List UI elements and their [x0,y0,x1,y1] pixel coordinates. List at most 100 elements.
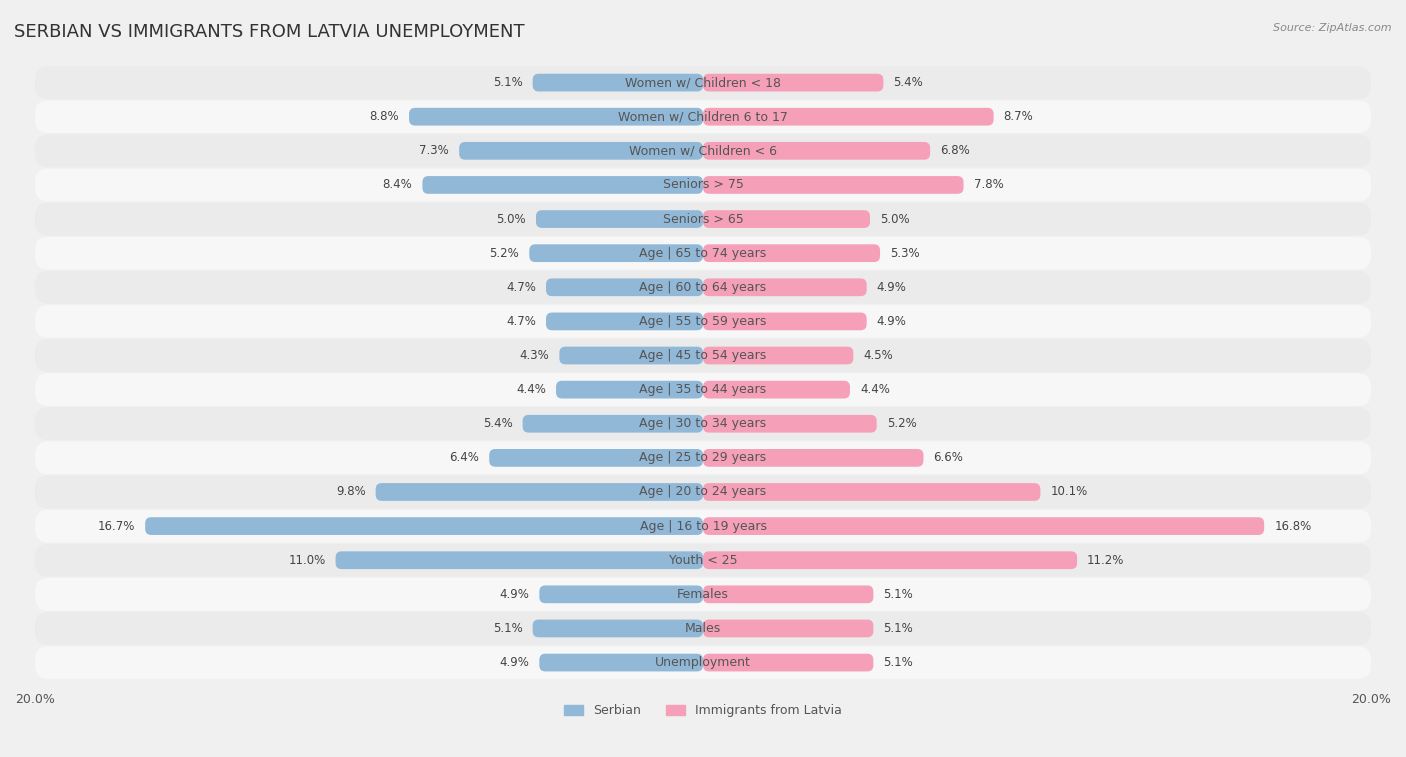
FancyBboxPatch shape [145,517,703,535]
Text: Source: ZipAtlas.com: Source: ZipAtlas.com [1274,23,1392,33]
Text: Age | 25 to 29 years: Age | 25 to 29 years [640,451,766,464]
FancyBboxPatch shape [529,245,703,262]
FancyBboxPatch shape [555,381,703,398]
Text: 7.8%: 7.8% [973,179,1004,192]
FancyBboxPatch shape [703,279,866,296]
FancyBboxPatch shape [703,449,924,467]
Text: 5.2%: 5.2% [489,247,519,260]
Text: 4.9%: 4.9% [877,315,907,328]
FancyBboxPatch shape [703,176,963,194]
Text: 5.1%: 5.1% [883,588,912,601]
Text: SERBIAN VS IMMIGRANTS FROM LATVIA UNEMPLOYMENT: SERBIAN VS IMMIGRANTS FROM LATVIA UNEMPL… [14,23,524,41]
FancyBboxPatch shape [35,373,1371,406]
Text: 5.4%: 5.4% [893,76,924,89]
Text: 8.8%: 8.8% [370,111,399,123]
Text: Females: Females [678,588,728,601]
FancyBboxPatch shape [35,101,1371,133]
FancyBboxPatch shape [489,449,703,467]
FancyBboxPatch shape [409,107,703,126]
FancyBboxPatch shape [375,483,703,501]
FancyBboxPatch shape [703,142,931,160]
Text: 5.0%: 5.0% [880,213,910,226]
FancyBboxPatch shape [703,619,873,637]
Text: 5.2%: 5.2% [887,417,917,430]
Text: Age | 30 to 34 years: Age | 30 to 34 years [640,417,766,430]
Text: 5.1%: 5.1% [883,656,912,669]
Text: 7.3%: 7.3% [419,145,449,157]
Text: 4.7%: 4.7% [506,281,536,294]
Text: Women w/ Children < 18: Women w/ Children < 18 [626,76,780,89]
FancyBboxPatch shape [703,483,1040,501]
FancyBboxPatch shape [35,203,1371,235]
Text: Unemployment: Unemployment [655,656,751,669]
FancyBboxPatch shape [35,646,1371,679]
Text: 5.1%: 5.1% [494,76,523,89]
FancyBboxPatch shape [523,415,703,432]
Text: Seniors > 65: Seniors > 65 [662,213,744,226]
Text: 5.1%: 5.1% [494,622,523,635]
FancyBboxPatch shape [35,475,1371,509]
Text: 6.4%: 6.4% [450,451,479,464]
FancyBboxPatch shape [703,585,873,603]
FancyBboxPatch shape [35,612,1371,645]
FancyBboxPatch shape [703,654,873,671]
Text: Seniors > 75: Seniors > 75 [662,179,744,192]
FancyBboxPatch shape [703,210,870,228]
Legend: Serbian, Immigrants from Latvia: Serbian, Immigrants from Latvia [560,699,846,722]
Text: 4.4%: 4.4% [516,383,546,396]
FancyBboxPatch shape [422,176,703,194]
Text: 6.6%: 6.6% [934,451,963,464]
FancyBboxPatch shape [35,135,1371,167]
Text: 4.9%: 4.9% [877,281,907,294]
Text: Women w/ Children < 6: Women w/ Children < 6 [628,145,778,157]
FancyBboxPatch shape [546,313,703,330]
FancyBboxPatch shape [703,245,880,262]
Text: Age | 45 to 54 years: Age | 45 to 54 years [640,349,766,362]
Text: 8.4%: 8.4% [382,179,412,192]
FancyBboxPatch shape [35,237,1371,269]
FancyBboxPatch shape [336,551,703,569]
Text: 5.1%: 5.1% [883,622,912,635]
Text: Age | 65 to 74 years: Age | 65 to 74 years [640,247,766,260]
FancyBboxPatch shape [703,313,866,330]
FancyBboxPatch shape [546,279,703,296]
FancyBboxPatch shape [460,142,703,160]
Text: 6.8%: 6.8% [941,145,970,157]
Text: 16.7%: 16.7% [98,519,135,533]
FancyBboxPatch shape [35,339,1371,372]
Text: Women w/ Children 6 to 17: Women w/ Children 6 to 17 [619,111,787,123]
Text: 4.4%: 4.4% [860,383,890,396]
Text: 11.0%: 11.0% [288,553,326,567]
Text: 4.7%: 4.7% [506,315,536,328]
Text: 5.3%: 5.3% [890,247,920,260]
Text: 11.2%: 11.2% [1087,553,1125,567]
FancyBboxPatch shape [35,578,1371,611]
Text: 4.9%: 4.9% [499,588,529,601]
Text: 9.8%: 9.8% [336,485,366,498]
FancyBboxPatch shape [703,73,883,92]
FancyBboxPatch shape [35,544,1371,577]
Text: Age | 55 to 59 years: Age | 55 to 59 years [640,315,766,328]
FancyBboxPatch shape [540,585,703,603]
FancyBboxPatch shape [35,441,1371,474]
Text: 16.8%: 16.8% [1274,519,1312,533]
Text: 8.7%: 8.7% [1004,111,1033,123]
Text: 5.0%: 5.0% [496,213,526,226]
Text: 4.5%: 4.5% [863,349,893,362]
Text: 4.3%: 4.3% [520,349,550,362]
FancyBboxPatch shape [533,73,703,92]
FancyBboxPatch shape [35,407,1371,440]
Text: 10.1%: 10.1% [1050,485,1088,498]
FancyBboxPatch shape [35,509,1371,543]
Text: Males: Males [685,622,721,635]
FancyBboxPatch shape [35,66,1371,99]
FancyBboxPatch shape [703,517,1264,535]
FancyBboxPatch shape [703,347,853,364]
Text: Age | 60 to 64 years: Age | 60 to 64 years [640,281,766,294]
Text: 4.9%: 4.9% [499,656,529,669]
Text: 5.4%: 5.4% [482,417,513,430]
FancyBboxPatch shape [35,169,1371,201]
FancyBboxPatch shape [35,305,1371,338]
FancyBboxPatch shape [533,619,703,637]
FancyBboxPatch shape [35,271,1371,304]
